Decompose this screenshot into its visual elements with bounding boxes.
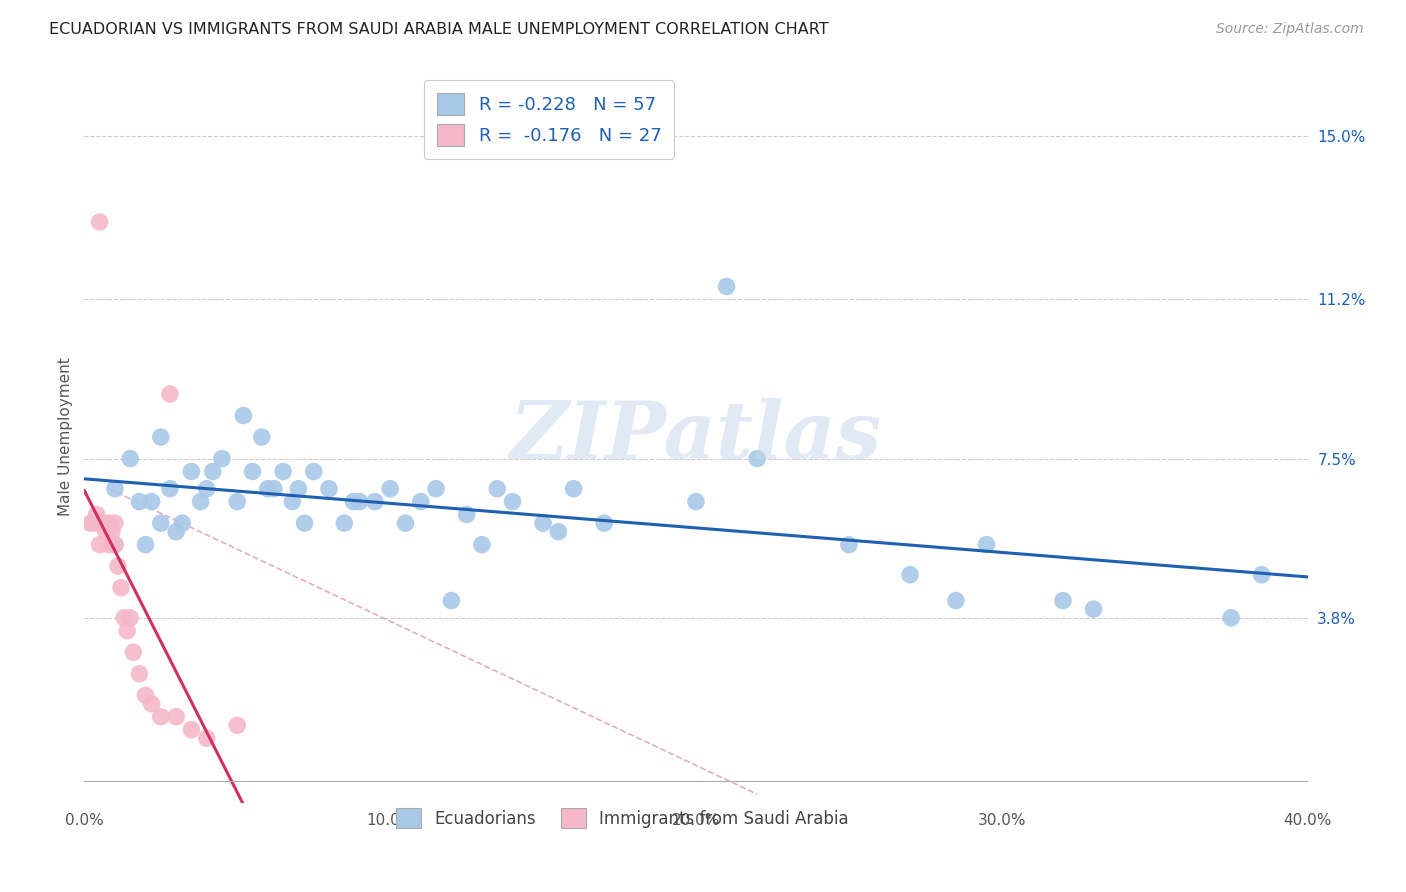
Point	[281, 494, 304, 508]
Point	[333, 516, 356, 530]
Point	[141, 697, 163, 711]
Point	[257, 482, 280, 496]
Point	[165, 524, 187, 539]
Point	[250, 430, 273, 444]
Point	[531, 516, 554, 530]
Point	[1052, 593, 1074, 607]
Point	[716, 279, 738, 293]
Point	[190, 494, 212, 508]
Point	[898, 567, 921, 582]
Text: ZIPatlas: ZIPatlas	[510, 399, 882, 475]
Point	[226, 718, 249, 732]
Point	[128, 666, 150, 681]
Point	[242, 465, 264, 479]
Point	[97, 516, 120, 530]
Point	[593, 516, 616, 530]
Point	[502, 494, 524, 508]
Point	[180, 465, 202, 479]
Point	[104, 516, 127, 530]
Point	[195, 482, 218, 496]
Point	[89, 215, 111, 229]
Point	[165, 710, 187, 724]
Point	[195, 731, 218, 746]
Point	[135, 688, 157, 702]
Legend: Ecuadorians, Immigrants from Saudi Arabia: Ecuadorians, Immigrants from Saudi Arabi…	[387, 798, 859, 838]
Point	[440, 593, 463, 607]
Point	[107, 559, 129, 574]
Point	[104, 482, 127, 496]
Point	[180, 723, 202, 737]
Point	[685, 494, 707, 508]
Text: Source: ZipAtlas.com: Source: ZipAtlas.com	[1216, 22, 1364, 37]
Point	[226, 494, 249, 508]
Point	[110, 581, 132, 595]
Point	[1250, 567, 1272, 582]
Point	[976, 538, 998, 552]
Point	[172, 516, 194, 530]
Point	[135, 538, 157, 552]
Point	[86, 508, 108, 522]
Point	[91, 516, 114, 530]
Point	[318, 482, 340, 496]
Point	[83, 516, 105, 530]
Point	[211, 451, 233, 466]
Point	[294, 516, 316, 530]
Point	[89, 516, 111, 530]
Point	[1220, 611, 1243, 625]
Point	[97, 538, 120, 552]
Point	[409, 494, 432, 508]
Point	[141, 494, 163, 508]
Point	[89, 516, 111, 530]
Point	[104, 538, 127, 552]
Point	[562, 482, 585, 496]
Point	[112, 611, 135, 625]
Point	[287, 482, 309, 496]
Text: ECUADORIAN VS IMMIGRANTS FROM SAUDI ARABIA MALE UNEMPLOYMENT CORRELATION CHART: ECUADORIAN VS IMMIGRANTS FROM SAUDI ARAB…	[49, 22, 828, 37]
Point	[456, 508, 478, 522]
Point	[547, 524, 569, 539]
Point	[79, 516, 101, 530]
Point	[115, 624, 138, 638]
Point	[201, 465, 224, 479]
Point	[471, 538, 494, 552]
Point	[128, 494, 150, 508]
Point	[149, 516, 172, 530]
Point	[838, 538, 860, 552]
Point	[349, 494, 371, 508]
Point	[364, 494, 387, 508]
Point	[120, 451, 142, 466]
Point	[149, 430, 172, 444]
Point	[1083, 602, 1105, 616]
Point	[104, 538, 127, 552]
Point	[271, 465, 294, 479]
Point	[380, 482, 402, 496]
Point	[232, 409, 254, 423]
Point	[89, 538, 111, 552]
Point	[263, 482, 285, 496]
Point	[342, 494, 364, 508]
Point	[149, 710, 172, 724]
Point	[122, 645, 145, 659]
Point	[159, 482, 181, 496]
Point	[302, 465, 325, 479]
Point	[945, 593, 967, 607]
Point	[486, 482, 509, 496]
Y-axis label: Male Unemployment: Male Unemployment	[58, 358, 73, 516]
Point	[425, 482, 447, 496]
Point	[101, 524, 124, 539]
Point	[159, 387, 181, 401]
Point	[94, 524, 117, 539]
Point	[747, 451, 769, 466]
Point	[120, 611, 142, 625]
Point	[394, 516, 416, 530]
